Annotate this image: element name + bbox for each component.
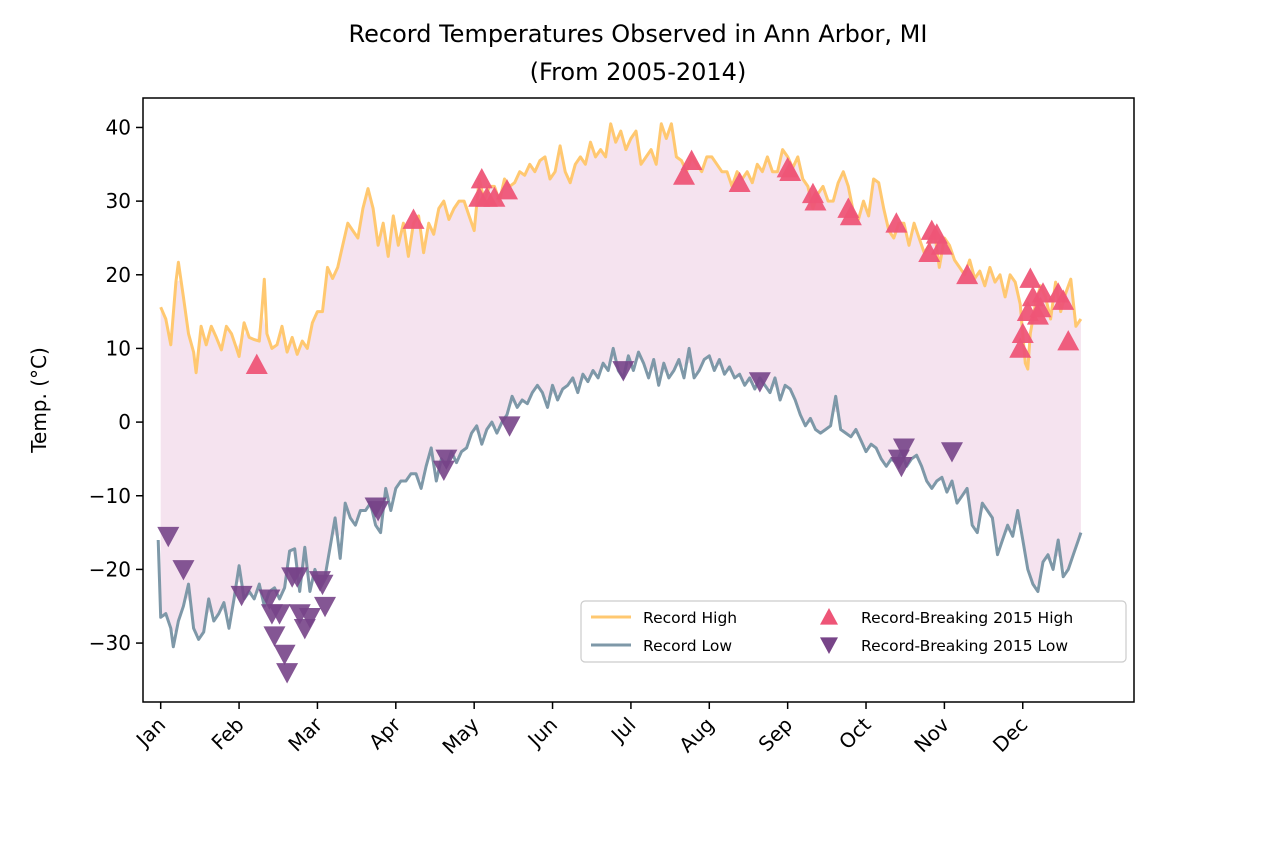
record-breaking-high-marker	[885, 212, 908, 233]
y-tick-label: 20	[106, 263, 131, 287]
chart-title: Record Temperatures Observed in Ann Arbo…	[349, 20, 928, 48]
legend-box	[580, 600, 1127, 663]
x-tick-label-dec: Dec	[988, 713, 1032, 757]
record-breaking-high-marker	[839, 204, 862, 226]
y-tick-label: 40	[106, 115, 131, 139]
record-breaking-low-marker	[367, 501, 390, 522]
x-tick-label-mar: Mar	[283, 712, 327, 756]
legend-swatch-record-breaking-2015-high	[820, 608, 838, 625]
plot-area	[156, 122, 1083, 684]
x-tick-label-apr: Apr	[364, 712, 406, 754]
record-breaking-high-marker	[1009, 337, 1032, 358]
x-tick-label-may: May	[437, 712, 483, 758]
record-range-fill	[160, 123, 1081, 636]
record-breaking-high-marker	[673, 164, 696, 185]
x-tick-label-jan: Jan	[130, 713, 170, 753]
y-tick-label: −10	[89, 484, 131, 508]
x-tick-label-aug: Aug	[674, 713, 719, 758]
record-breaking-low-marker	[258, 589, 281, 610]
record-breaking-high-marker	[496, 179, 519, 200]
record-breaking-low-marker	[157, 526, 180, 548]
chart-subtitle: (From 2005-2014)	[530, 58, 747, 86]
x-tick-label-feb: Feb	[207, 713, 249, 755]
record-breaking-low-marker	[273, 644, 296, 666]
record-breaking-high-marker	[1011, 322, 1034, 344]
record-breaking-high-marker	[402, 208, 425, 229]
record-breaking-low-marker	[612, 361, 635, 382]
y-axis-label: Temp. (°C)	[27, 347, 51, 454]
record-breaking-low-marker	[432, 460, 455, 481]
record-breaking-low-marker	[172, 560, 195, 581]
legend-swatch-record-breaking-2015-low	[820, 637, 838, 654]
record-breaking-low-marker	[748, 372, 771, 393]
record-breaking-high-marker	[245, 353, 268, 374]
record-breaking-high-marker	[930, 234, 953, 255]
record-breaking-high-marker	[918, 241, 941, 263]
x-tick-label-oct: Oct	[834, 712, 876, 754]
x-tick-label-nov: Nov	[909, 712, 954, 757]
legend: Record High Record Low Record-Breaking 201…	[580, 600, 1127, 663]
record-breaking-low-marker	[268, 604, 291, 625]
x-tick-label-sep: Sep	[754, 713, 798, 757]
record-breaking-low-marker	[940, 442, 963, 463]
legend-label-record-breaking-2015-high: Record-Breaking 2015 High	[861, 609, 1073, 627]
record-breaking-low-marker	[314, 596, 337, 618]
plot-frame	[142, 97, 1135, 703]
record-breaking-high-marker	[1031, 282, 1054, 303]
record-breaking-low-marker	[890, 456, 913, 478]
record-breaking-low-marker	[286, 567, 309, 588]
record-breaking-low-marker	[263, 626, 286, 647]
record-breaking-low-marker	[311, 574, 334, 596]
y-tick-label: 30	[106, 189, 131, 213]
y-tick-label: −30	[89, 631, 131, 655]
record-breaking-low-marker	[892, 438, 915, 459]
record-breaking-high-marker	[483, 186, 506, 207]
y-tick-label: 0	[118, 410, 131, 434]
record-breaking-high-marker	[956, 263, 979, 285]
record-breaking-high-marker	[1057, 330, 1080, 351]
record-breaking-high-marker	[1052, 289, 1075, 310]
record-breaking-low-marker	[435, 449, 458, 470]
record-breaking-high-marker	[728, 171, 751, 193]
record-breaking-low-marker	[230, 585, 253, 607]
x-tick-label-jul: Jul	[605, 713, 640, 748]
legend-label-record-breaking-2015-low: Record-Breaking 2015 Low	[861, 637, 1068, 655]
record-breaking-high-marker	[804, 190, 827, 211]
record-breaking-high-marker	[779, 160, 802, 182]
record-breaking-low-marker	[276, 663, 299, 684]
record-breaking-low-marker	[298, 607, 321, 629]
legend-label-record-low: Record Low	[643, 637, 732, 655]
record-breaking-high-marker	[1019, 267, 1042, 288]
x-tick-label-jun: Jun	[522, 713, 562, 753]
record-breaking-low-marker	[498, 416, 521, 437]
y-tick-label: 10	[106, 336, 131, 360]
y-tick-label: −20	[89, 557, 131, 581]
record-breaking-high-marker	[1029, 296, 1052, 318]
record-breaking-high-marker	[680, 149, 703, 170]
record-breaking-high-marker	[470, 168, 493, 189]
legend-label-record-high: Record High	[643, 609, 737, 627]
